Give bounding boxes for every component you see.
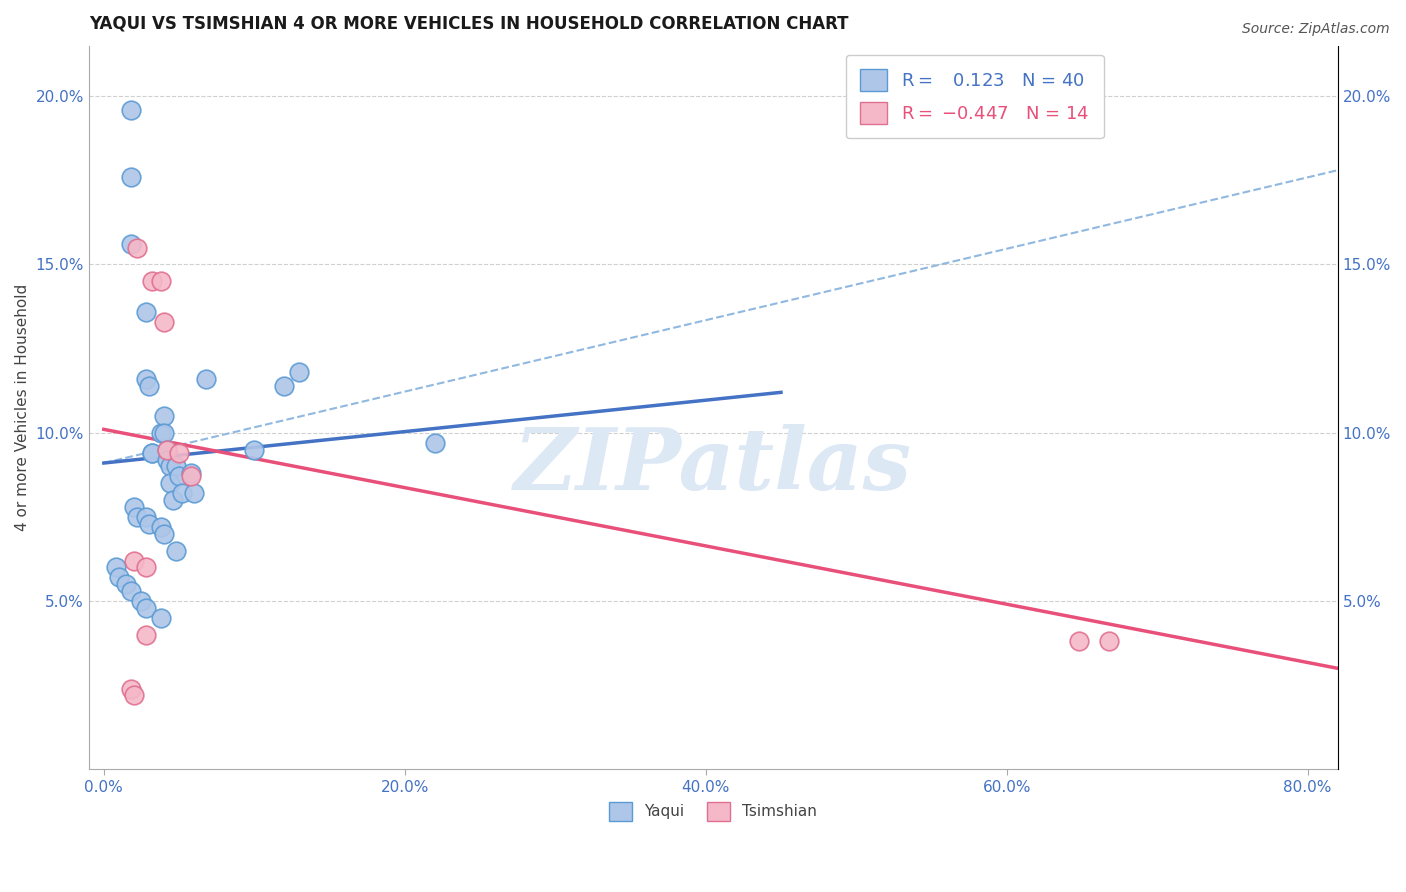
Text: Source: ZipAtlas.com: Source: ZipAtlas.com bbox=[1241, 22, 1389, 37]
Point bbox=[138, 516, 160, 531]
Point bbox=[120, 583, 142, 598]
Point bbox=[104, 560, 127, 574]
Point bbox=[150, 520, 173, 534]
Point bbox=[150, 425, 173, 440]
Point bbox=[122, 688, 145, 702]
Legend: Yaqui, Tsimshian: Yaqui, Tsimshian bbox=[603, 796, 824, 827]
Point bbox=[1098, 634, 1121, 648]
Point bbox=[156, 452, 179, 467]
Point bbox=[122, 554, 145, 568]
Point bbox=[141, 274, 163, 288]
Point bbox=[243, 442, 266, 457]
Point bbox=[288, 365, 311, 379]
Point bbox=[162, 493, 184, 508]
Point bbox=[153, 526, 176, 541]
Point bbox=[150, 274, 173, 288]
Point bbox=[135, 600, 157, 615]
Point bbox=[167, 446, 190, 460]
Point bbox=[131, 594, 153, 608]
Point bbox=[1067, 634, 1090, 648]
Point bbox=[156, 442, 179, 457]
Point bbox=[180, 469, 202, 483]
Point bbox=[183, 486, 205, 500]
Point bbox=[135, 560, 157, 574]
Point bbox=[108, 570, 131, 584]
Point bbox=[135, 628, 157, 642]
Point bbox=[120, 169, 142, 184]
Point bbox=[195, 372, 218, 386]
Point bbox=[165, 459, 187, 474]
Point bbox=[141, 446, 163, 460]
Point bbox=[167, 469, 190, 483]
Point bbox=[141, 446, 163, 460]
Text: ZIPatlas: ZIPatlas bbox=[515, 424, 912, 508]
Point bbox=[153, 315, 176, 329]
Point bbox=[120, 681, 142, 696]
Point bbox=[150, 611, 173, 625]
Point bbox=[122, 500, 145, 514]
Point bbox=[153, 425, 176, 440]
Point bbox=[135, 372, 157, 386]
Point bbox=[156, 442, 179, 457]
Y-axis label: 4 or more Vehicles in Household: 4 or more Vehicles in Household bbox=[15, 284, 30, 531]
Point bbox=[125, 241, 148, 255]
Point bbox=[423, 435, 446, 450]
Point bbox=[172, 486, 194, 500]
Point bbox=[120, 237, 142, 252]
Point bbox=[135, 509, 157, 524]
Point bbox=[125, 509, 148, 524]
Point bbox=[159, 476, 181, 491]
Point bbox=[153, 409, 176, 423]
Point bbox=[120, 103, 142, 117]
Point bbox=[273, 378, 295, 392]
Point bbox=[135, 304, 157, 318]
Point bbox=[138, 378, 160, 392]
Text: YAQUI VS TSIMSHIAN 4 OR MORE VEHICLES IN HOUSEHOLD CORRELATION CHART: YAQUI VS TSIMSHIAN 4 OR MORE VEHICLES IN… bbox=[89, 15, 848, 33]
Point bbox=[165, 543, 187, 558]
Point bbox=[159, 459, 181, 474]
Point bbox=[115, 577, 138, 591]
Point bbox=[180, 466, 202, 480]
